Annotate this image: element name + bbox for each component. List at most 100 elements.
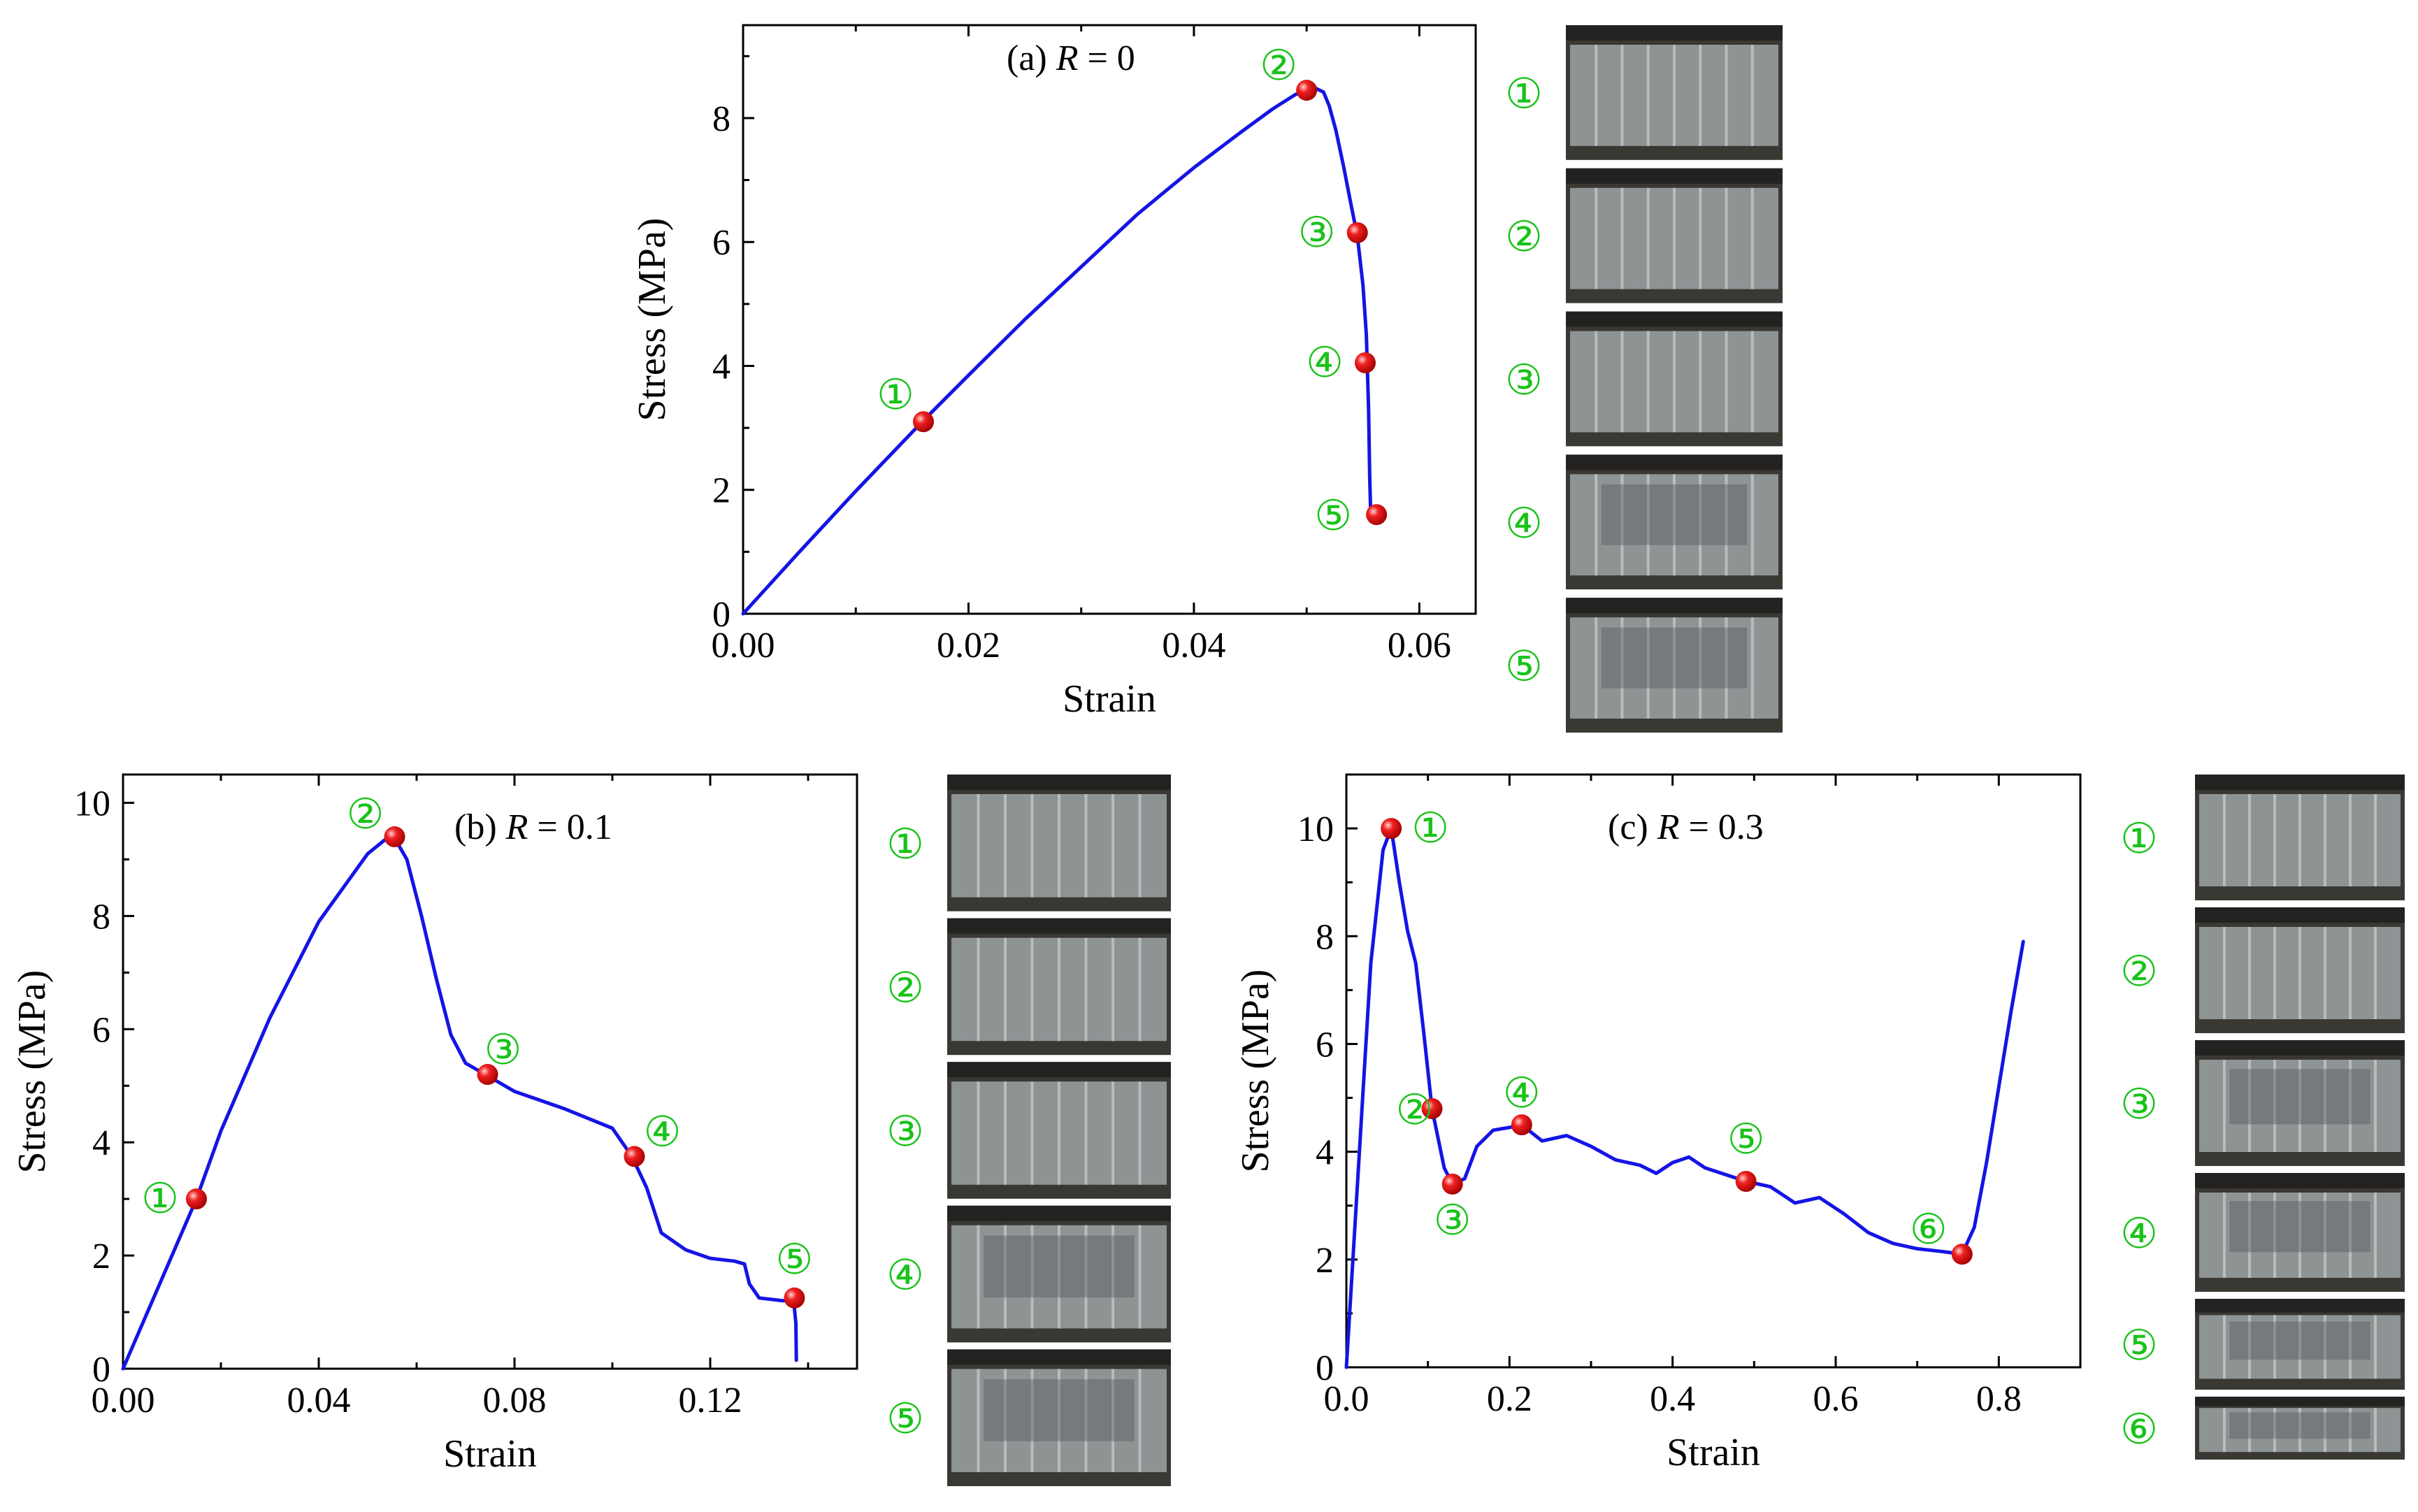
y-tick-label: 10 [1297, 809, 1334, 849]
data-point-marker [1735, 1171, 1757, 1193]
plot-frame [1345, 773, 2082, 1369]
x-tick-label: 0.00 [92, 1381, 155, 1420]
photo-top-plate [947, 918, 1171, 934]
data-point-label: ⑥ [1910, 1207, 1948, 1253]
specimen-photo [1566, 25, 1783, 160]
specimen-photo [2195, 1173, 2405, 1292]
chart-panel-c: 0.0 0.2 0.4 0.6 0.8 0 2 4 6 8 10 Strain Stress (MPa)… [1234, 773, 2405, 1474]
y-tick-label: 0 [92, 1350, 110, 1390]
data-point-label: ① [877, 372, 914, 418]
photo-top-plate [2195, 1173, 2405, 1188]
y-axis-label: Stress (MPa) [631, 218, 674, 422]
y-tick-label: 6 [92, 1010, 110, 1050]
photo-stage-label: ② [2120, 949, 2158, 995]
x-tick-label: 0.2 [1487, 1379, 1532, 1419]
data-point-marker [784, 1287, 805, 1309]
y-tick-label: 10 [74, 784, 110, 823]
specimen-photo [2195, 907, 2405, 1033]
data-point-marker [477, 1064, 498, 1086]
data-point-label: ① [1411, 805, 1449, 851]
photo-top-plate [1566, 598, 1783, 614]
data-point-label: ② [1260, 43, 1297, 89]
photo-stage-label: ⑤ [886, 1396, 924, 1442]
x-tick-label: 0.04 [287, 1381, 351, 1420]
photo-top-plate [1566, 25, 1783, 41]
x-axis-label: Strain [443, 1432, 537, 1476]
photo-stage-label: ① [886, 821, 924, 867]
data-point-marker [1296, 80, 1318, 101]
x-tick-label: 0.0 [1324, 1379, 1369, 1419]
y-tick-label: 2 [92, 1237, 110, 1276]
stress-strain-curve [741, 86, 1373, 616]
y-tick-label: 4 [1316, 1133, 1334, 1173]
photo-damage-region [2229, 1412, 2370, 1439]
data-point-marker [1346, 222, 1368, 243]
photo-damage-region [984, 1235, 1135, 1298]
x-tick-label: 0.06 [1388, 626, 1451, 665]
plot-frame [122, 773, 858, 1370]
photo-stage-label: ① [2120, 816, 2158, 862]
y-tick-label: 4 [712, 347, 731, 387]
chart-title: (c) R = 0.3 [1608, 807, 1764, 847]
photo-top-plate [2195, 1299, 2405, 1313]
x-tick-label: 0.6 [1813, 1379, 1859, 1419]
photo-damage-region [1601, 484, 1748, 545]
x-tick-label: 0.8 [1976, 1379, 2022, 1419]
chart-title-prefix: (b) [454, 807, 506, 847]
y-tick-label: 2 [1316, 1241, 1334, 1281]
photo-stage-label: ④ [2120, 1211, 2158, 1257]
photo-stage-label: ③ [1505, 357, 1543, 403]
x-tick-label: 0.4 [1650, 1379, 1695, 1419]
photo-stage-label: ④ [886, 1253, 924, 1299]
data-point-label: ③ [1298, 210, 1336, 256]
data-point-marker [1354, 352, 1376, 374]
photo-top-plate [2195, 907, 2405, 923]
stress-strain-curve [121, 832, 798, 1371]
photo-stage-label: ② [1505, 214, 1543, 260]
specimen-photo [947, 1062, 1171, 1199]
data-point-marker [1366, 504, 1388, 526]
photo-stage-label: ① [1505, 71, 1543, 117]
photo-stage-label: ⑤ [1505, 644, 1543, 690]
data-point-label: ⑤ [776, 1237, 814, 1283]
specimen-photo [1566, 454, 1783, 590]
specimen-photo [1566, 311, 1783, 447]
data-point-label: ④ [1306, 340, 1344, 386]
x-tick-label: 0.08 [483, 1381, 547, 1420]
data-point-marker [1381, 818, 1402, 840]
y-tick-label: 0 [1316, 1348, 1334, 1388]
y-tick-label: 4 [92, 1123, 110, 1163]
specimen-photo [1566, 168, 1783, 303]
chart-title-prefix: (c) [1608, 807, 1657, 847]
photo-damage-region [2229, 1321, 2370, 1360]
y-tick-label: 0 [712, 595, 731, 635]
data-point-marker [384, 826, 405, 848]
data-point-marker [1511, 1114, 1532, 1136]
photo-top-plate [2195, 1397, 2405, 1406]
chart-title-equals: = 0.3 [1679, 807, 1763, 847]
chart-title-variable: R [505, 807, 528, 847]
photo-stage-label: ③ [2120, 1081, 2158, 1128]
specimen-photo [1566, 598, 1783, 733]
photo-stage-label: ⑤ [2120, 1323, 2158, 1369]
photo-top-plate [947, 1205, 1171, 1221]
specimen-photo [947, 1205, 1171, 1343]
x-tick-label: 0.00 [712, 626, 775, 665]
specimen-photo [947, 1349, 1171, 1486]
data-point-label: ② [1396, 1087, 1434, 1133]
data-point-label: ③ [1434, 1197, 1471, 1244]
chart-title-variable: R [1657, 807, 1680, 847]
photo-stage-label: ② [886, 965, 924, 1011]
photo-top-plate [947, 1349, 1171, 1365]
chart-panel-b: 0.00 0.04 0.08 0.12 0 2 4 6 8 10 Strain Stress (MPa… [10, 773, 1171, 1486]
photo-top-plate [1566, 168, 1783, 184]
chart-title-variable: R [1056, 38, 1079, 78]
data-point-label: ④ [644, 1109, 682, 1155]
photo-damage-region [2229, 1069, 2370, 1125]
specimen-photo [947, 918, 1171, 1056]
photo-top-plate [947, 775, 1171, 790]
data-point-marker [624, 1146, 645, 1167]
y-axis-label: Stress (MPa) [1234, 970, 1277, 1173]
photo-stage-label: ③ [886, 1109, 924, 1155]
data-point-label: ⑤ [1727, 1116, 1765, 1162]
